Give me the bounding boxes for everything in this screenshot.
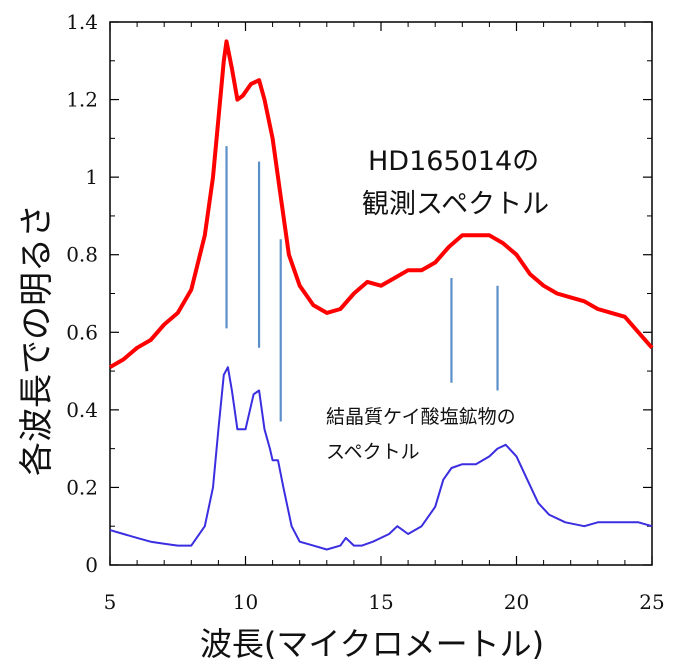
axis-ticks: [109, 21, 653, 566]
y-axis-label: 各波長での明るさ: [17, 204, 57, 476]
y-tick-label: 0.8: [66, 243, 98, 267]
x-axis-label: 波長(マイクロメートル): [200, 625, 544, 663]
feature-markers: [225, 146, 499, 422]
observed-spectrum-line: [108, 39, 654, 369]
y-tick-label: 1.4: [66, 10, 98, 34]
x-tick-label: 10: [233, 590, 258, 614]
y-tick-label: 0: [85, 553, 98, 577]
silicate-spectrum-annotation-line2: スペクトル: [326, 441, 420, 463]
y-tick-label: 0.4: [66, 398, 98, 422]
x-tick-label: 15: [368, 590, 393, 614]
y-tick-label: 0.6: [66, 320, 98, 344]
observed-spectrum-annotation-line2: 観測スペクトル: [362, 189, 549, 220]
observed-spectrum-annotation-line1: HD165014の: [368, 146, 539, 177]
tick-labels: 5 10 15 20 25 0 0.2 0.4 0.6 0.8 1 1.2 1.4: [66, 10, 665, 614]
y-tick-label: 0.2: [66, 475, 98, 499]
series-layer: [108, 39, 654, 551]
y-tick-label: 1: [85, 165, 98, 189]
x-tick-label: 5: [104, 590, 117, 614]
x-tick-label: 20: [504, 590, 529, 614]
y-tick-label: 1.2: [66, 88, 98, 112]
x-tick-label: 25: [639, 590, 664, 614]
silicate-spectrum-annotation-line1: 結晶質ケイ酸塩鉱物の: [326, 406, 516, 428]
silicate-spectrum-line: [109, 366, 653, 551]
